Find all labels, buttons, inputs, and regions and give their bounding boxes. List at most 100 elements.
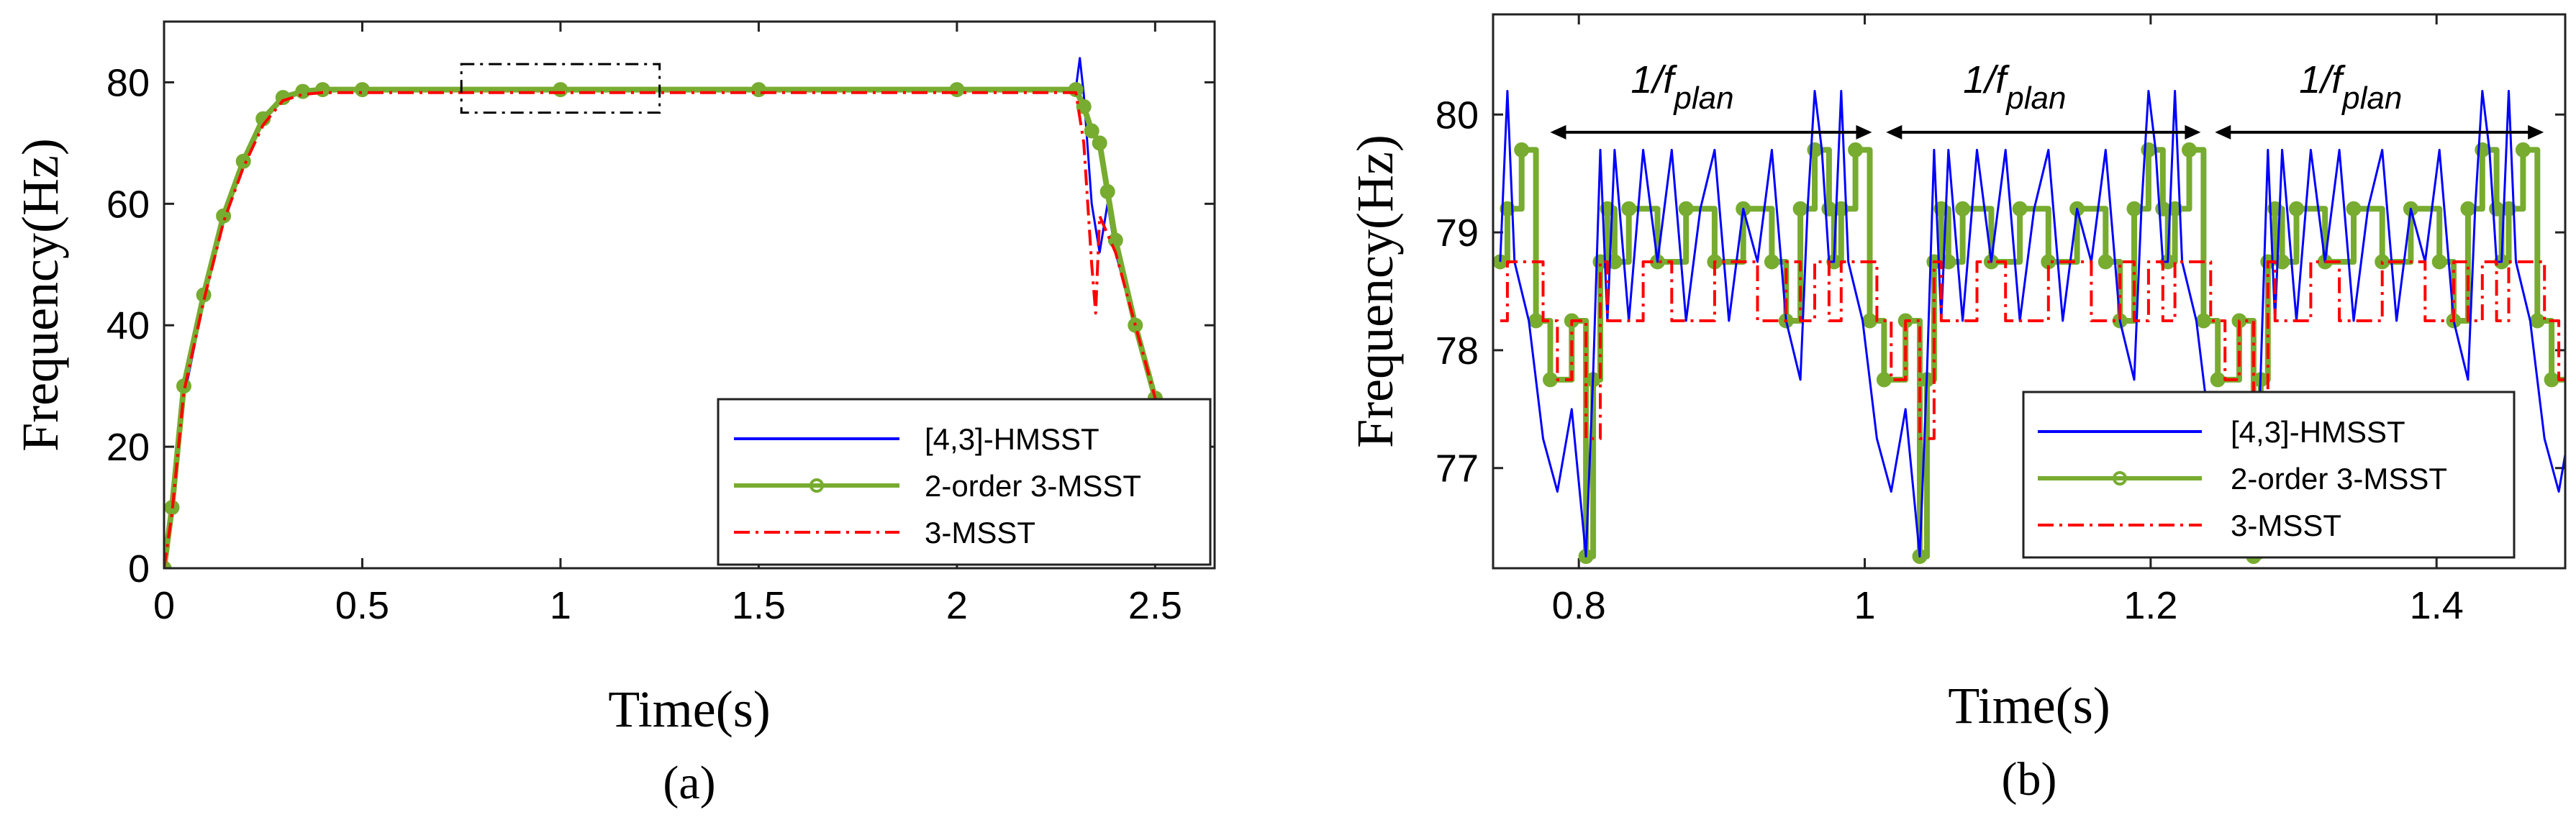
legend-a-label-2order: 2-order 3-MSST xyxy=(925,469,1141,503)
a-marker xyxy=(1099,183,1115,199)
panel-a-zoom-box xyxy=(460,63,661,114)
a-series-3-msst xyxy=(164,91,1157,568)
b-arrowhead-right xyxy=(2185,124,2201,140)
legend-b-label-2order: 2-order 3-MSST xyxy=(2231,462,2447,496)
panel-a-axes-frame xyxy=(163,20,1216,570)
b-marker xyxy=(1862,313,1877,329)
b-marker xyxy=(2097,254,2113,270)
a-ytick-label: 80 xyxy=(106,61,150,104)
b-period-label-sub: plan xyxy=(2005,81,2066,116)
panel-a-caption: (a) xyxy=(663,757,715,809)
b-arrowhead-right xyxy=(1856,124,1872,140)
b-arrowhead-left xyxy=(2215,124,2231,140)
b-marker xyxy=(1678,201,1694,216)
b-arrowhead-left xyxy=(1550,124,1566,140)
a-marker xyxy=(216,208,232,224)
legend-b-label-hmsst: [4,3]-HMSST xyxy=(2231,415,2405,449)
a-marker xyxy=(355,82,370,98)
a-marker xyxy=(1107,232,1123,248)
a-marker xyxy=(1084,123,1099,139)
a-xtick-label: 2 xyxy=(946,584,968,627)
b-period-label-main: 1/f xyxy=(2299,58,2346,101)
b-series-3-msst xyxy=(1500,260,2565,440)
b-arrowhead-right xyxy=(2528,124,2544,140)
panel-a-xlabel: Time(s) xyxy=(608,680,770,738)
legend-b-marker-2order xyxy=(2113,471,2127,486)
a-xtick-label: 0.5 xyxy=(335,584,389,627)
b-series--4-3-hmsst xyxy=(1499,90,2565,558)
b-marker xyxy=(1500,201,1515,216)
panel-b-xlabel: Time(s) xyxy=(1948,677,2110,734)
b-period-label-sub: plan xyxy=(1672,81,1733,116)
panel-b-period-annotations: 1/fplan 1/fplan 1/fplan xyxy=(1550,58,2544,140)
b-marker xyxy=(2289,201,2304,216)
panel-b-axes-frame xyxy=(1492,13,2567,570)
b-marker xyxy=(1621,201,1637,216)
b-marker xyxy=(1955,201,1971,216)
b-marker xyxy=(1764,254,1779,270)
b-marker xyxy=(1933,201,1949,216)
b-marker xyxy=(2567,314,2576,327)
b-marker xyxy=(2126,201,2142,216)
b-marker xyxy=(1848,142,1864,158)
panel-b-ylabel: Frequency(Hz) xyxy=(1346,135,1404,448)
panel-a-legend-box xyxy=(717,398,1212,566)
b-period-label: 1/fplan xyxy=(2299,58,2402,116)
panel-a-ylabel: Frequency(Hz) xyxy=(12,138,69,452)
b-ytick-label: 78 xyxy=(1436,329,1479,373)
b-xtick-label: 1.4 xyxy=(2410,584,2464,627)
b-marker xyxy=(1792,201,1808,216)
panel-b-caption: (b) xyxy=(2002,753,2057,806)
a-marker xyxy=(235,153,251,169)
panel-b-series xyxy=(1493,90,2576,565)
b-xtick-label: 1.2 xyxy=(2123,584,2177,627)
a-xtick-label: 1.5 xyxy=(732,584,786,627)
a-marker xyxy=(553,82,568,98)
a-marker xyxy=(1092,135,1107,151)
b-period-label: 1/fplan xyxy=(1963,58,2066,116)
b-ytick-label: 77 xyxy=(1436,447,1479,491)
legend-a-label-3msst: 3-MSST xyxy=(925,516,1035,550)
b-period-label: 1/fplan xyxy=(1631,58,1733,116)
b-marker xyxy=(1528,313,1544,329)
b-marker xyxy=(2529,313,2545,329)
b-marker xyxy=(2167,201,2183,216)
a-marker xyxy=(750,82,766,98)
a-ytick-label: 20 xyxy=(106,426,150,469)
b-marker xyxy=(1833,201,1849,216)
b-marker xyxy=(2501,201,2516,216)
b-period-label-main: 1/f xyxy=(1963,58,2010,101)
panel-a: 0 0.5 1 1.5 2 2.5 0 20 40 60 80 Time(s) Frequency(… xyxy=(12,20,1216,809)
panel-a-ticks: 0 0.5 1 1.5 2 2.5 0 20 40 60 80 xyxy=(106,22,1215,627)
b-marker xyxy=(2431,254,2447,270)
b-arrowhead-left xyxy=(1886,124,1902,140)
b-marker xyxy=(1876,372,1892,388)
legend-b-label-3msst: 3-MSST xyxy=(2231,509,2341,542)
b-ytick-label: 79 xyxy=(1436,211,1479,255)
b-marker xyxy=(2460,201,2476,216)
legend-a-marker-2order xyxy=(809,478,824,493)
b-marker xyxy=(1600,201,1615,216)
b-xtick-label: 0.8 xyxy=(1552,584,1606,627)
a-marker xyxy=(295,83,311,99)
b-marker xyxy=(1514,142,1530,158)
b-marker xyxy=(2544,372,2559,388)
b-marker xyxy=(2012,201,2028,216)
a-marker xyxy=(1076,99,1092,114)
b-marker xyxy=(2182,142,2197,158)
a-xtick-label: 2.5 xyxy=(1128,584,1182,627)
a-ytick-label: 0 xyxy=(128,547,150,591)
b-marker xyxy=(2210,372,2226,388)
legend-a-label-hmsst: [4,3]-HMSST xyxy=(925,422,1099,456)
panel-b-ticks: 0.8 1 1.2 1.4 77 78 79 80 xyxy=(1436,14,2565,627)
b-marker xyxy=(2515,142,2531,158)
a-ytick-label: 60 xyxy=(106,183,150,226)
b-ytick-label: 80 xyxy=(1436,94,1479,137)
panel-b-legend: [4,3]-HMSST 2-order 3-MSST 3-MSST xyxy=(2022,391,2516,559)
b-period-label-sub: plan xyxy=(2341,81,2402,116)
panel-b-legend-box xyxy=(2022,391,2516,559)
a-xtick-label: 1 xyxy=(550,584,571,627)
a-marker xyxy=(949,82,965,98)
